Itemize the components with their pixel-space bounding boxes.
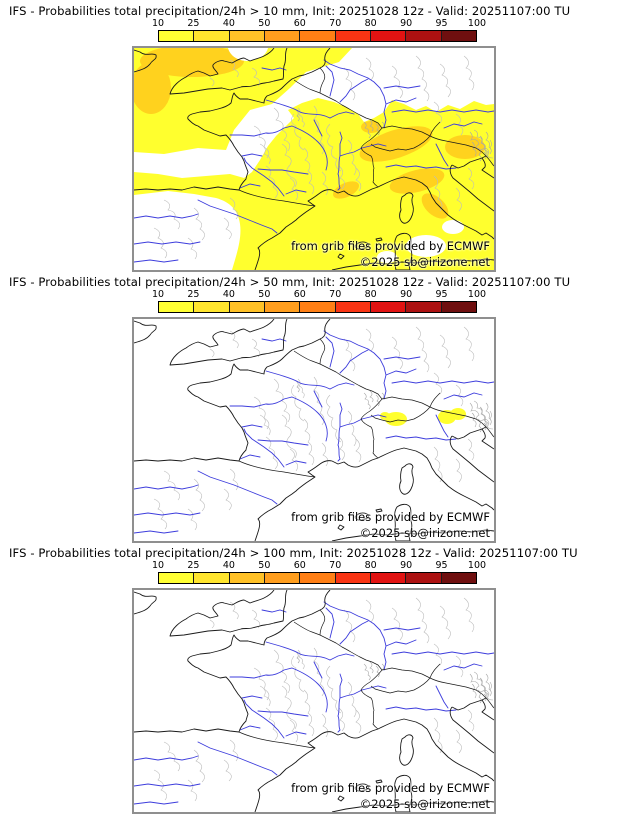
colorbar-segment xyxy=(193,573,229,583)
colorbar-tick-label: 60 xyxy=(293,289,306,300)
colorbar-tick-label: 40 xyxy=(222,289,235,300)
colorbar-tick-label: 90 xyxy=(400,560,413,571)
colorbar-tick-label: 70 xyxy=(329,18,342,29)
panel-title: IFS - Probabilities total precipitation/… xyxy=(9,4,571,18)
colorbar-tick-label: 25 xyxy=(187,560,200,571)
panel-title: IFS - Probabilities total precipitation/… xyxy=(9,546,578,560)
panel-precip-gt-100mm: IFS - Probabilities total precipitation/… xyxy=(0,542,630,828)
colorbar-segment xyxy=(440,302,476,312)
colorbar-tick-label: 50 xyxy=(258,560,271,571)
attribution-source: from grib files provided by ECMWF xyxy=(291,781,490,795)
colorbar-tick-label: 80 xyxy=(364,289,377,300)
colorbar-tick-label: 95 xyxy=(435,289,448,300)
colorbar-segment xyxy=(299,573,335,583)
map-france-precip-gt-10mm: from grib files provided by ECMWF ©2025 … xyxy=(132,46,496,272)
colorbar-segment xyxy=(440,573,476,583)
colorbar-segment xyxy=(369,573,406,583)
attribution-source: from grib files provided by ECMWF xyxy=(291,510,490,524)
colorbar-segment xyxy=(369,302,406,312)
map-canvas xyxy=(134,319,494,541)
colorbar-segment xyxy=(299,31,335,41)
probability-colorbar xyxy=(158,572,477,584)
map-canvas xyxy=(134,48,494,270)
colorbar-tick-label: 100 xyxy=(467,560,487,571)
colorbar-segment xyxy=(159,302,194,312)
probability-colorbar xyxy=(158,30,477,42)
colorbar-tick-label: 25 xyxy=(187,18,200,29)
colorbar-tick-label: 10 xyxy=(151,289,165,300)
colorbar-segment xyxy=(440,31,476,41)
colorbar-tick-label: 90 xyxy=(400,289,413,300)
attribution-copyright: ©2025 sb@irizone.net xyxy=(359,255,490,269)
colorbar-tick-label: 10 xyxy=(151,18,165,29)
colorbar-tick-label: 60 xyxy=(293,18,306,29)
colorbar-tick-label: 100 xyxy=(467,289,487,300)
colorbar-segment xyxy=(159,31,194,41)
colorbar-tick-label: 40 xyxy=(222,560,235,571)
colorbar-segment xyxy=(263,302,300,312)
attribution-copyright: ©2025 sb@irizone.net xyxy=(359,526,490,540)
colorbar-tick-label: 50 xyxy=(258,18,271,29)
colorbar-tick-labels: 10 25 40 50 60 70 80 90 95 100 xyxy=(152,560,486,571)
colorbar-tick-label: 100 xyxy=(467,18,487,29)
colorbar-tick-label: 90 xyxy=(400,18,413,29)
colorbar-segment xyxy=(299,302,335,312)
colorbar-segment xyxy=(228,573,264,583)
colorbar-segment xyxy=(159,573,194,583)
colorbar-segment xyxy=(405,573,441,583)
colorbar-tick-label: 70 xyxy=(329,289,342,300)
colorbar-segment xyxy=(334,302,370,312)
colorbar-tick-label: 70 xyxy=(329,560,342,571)
colorbar-tick-label: 60 xyxy=(293,560,306,571)
colorbar-segment xyxy=(263,31,300,41)
attribution-copyright: ©2025 sb@irizone.net xyxy=(359,797,490,811)
colorbar-segment xyxy=(369,31,406,41)
colorbar-tick-label: 10 xyxy=(151,560,165,571)
colorbar-segment xyxy=(228,302,264,312)
colorbar-tick-label: 80 xyxy=(364,560,377,571)
colorbar-segment xyxy=(263,573,300,583)
map-france-precip-gt-50mm: from grib files provided by ECMWF ©2025 … xyxy=(132,317,496,543)
panel-precip-gt-10mm: IFS - Probabilities total precipitation/… xyxy=(0,0,630,272)
colorbar-tick-label: 25 xyxy=(187,289,200,300)
map-canvas xyxy=(134,590,494,812)
colorbar-tick-label: 95 xyxy=(435,18,448,29)
map-france-precip-gt-100mm: from grib files provided by ECMWF ©2025 … xyxy=(132,588,496,814)
colorbar-segment xyxy=(405,31,441,41)
colorbar-segment xyxy=(334,31,370,41)
panel-title: IFS - Probabilities total precipitation/… xyxy=(9,275,571,289)
probability-colorbar xyxy=(158,301,477,313)
colorbar-tick-label: 95 xyxy=(435,560,448,571)
colorbar-tick-label: 80 xyxy=(364,18,377,29)
colorbar-segment xyxy=(228,31,264,41)
panel-precip-gt-50mm: IFS - Probabilities total precipitation/… xyxy=(0,271,630,543)
colorbar-tick-labels: 10 25 40 50 60 70 80 90 95 100 xyxy=(152,289,486,300)
attribution-source: from grib files provided by ECMWF xyxy=(291,239,490,253)
colorbar-segment xyxy=(334,573,370,583)
colorbar-segment xyxy=(193,302,229,312)
colorbar-tick-labels: 10 25 40 50 60 70 80 90 95 100 xyxy=(152,18,486,29)
colorbar-segment xyxy=(405,302,441,312)
colorbar-segment xyxy=(193,31,229,41)
colorbar-tick-label: 40 xyxy=(222,18,235,29)
colorbar-tick-label: 50 xyxy=(258,289,271,300)
